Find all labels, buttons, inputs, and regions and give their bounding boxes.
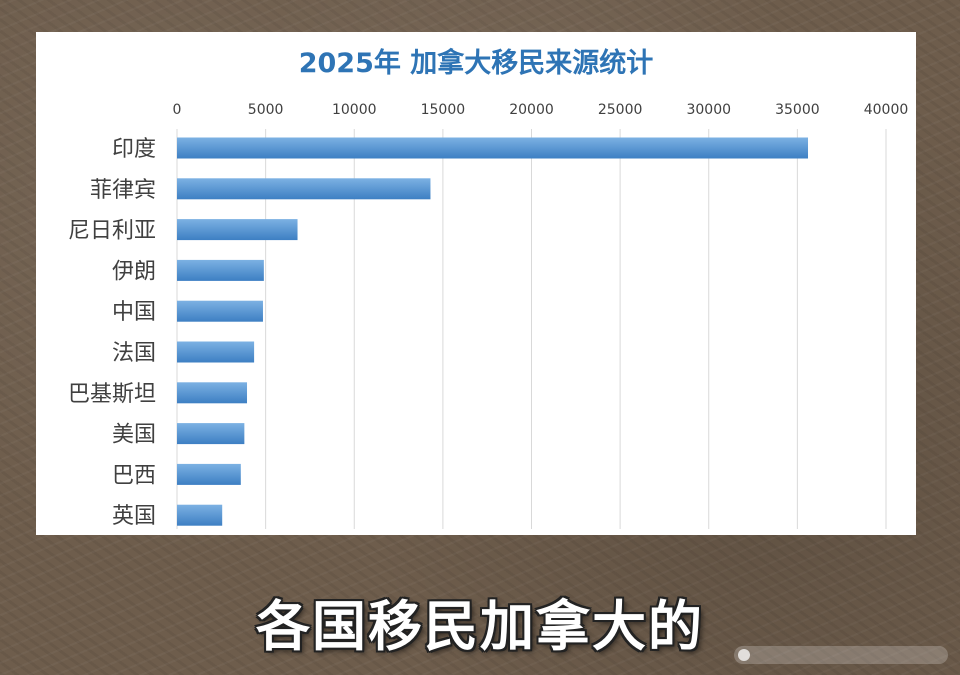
- x-tick-label: 5000: [248, 102, 284, 118]
- category-label: 中国: [112, 300, 156, 325]
- category-label: 巴基斯坦: [68, 382, 156, 407]
- bar: [177, 178, 431, 200]
- bar: [177, 382, 248, 404]
- category-label: 菲律宾: [90, 178, 156, 203]
- category-label: 巴西: [112, 463, 156, 488]
- x-tick-label: 10000: [332, 102, 377, 118]
- bar: [177, 504, 223, 526]
- x-tick-label: 0: [173, 102, 182, 118]
- category-label: 法国: [112, 341, 156, 366]
- category-label: 印度: [112, 137, 156, 162]
- bar: [177, 463, 241, 485]
- bar: [177, 423, 245, 445]
- bar: [177, 300, 263, 322]
- chart-panel: 2025年 加拿大移民来源统计 0 5000 10000 15000 20000 2500…: [36, 32, 916, 535]
- x-tick-label: 40000: [864, 102, 909, 118]
- x-tick-label: 35000: [775, 102, 820, 118]
- watermark-logo: [734, 646, 948, 664]
- bar: [177, 137, 809, 159]
- x-tick-label: 20000: [509, 102, 554, 118]
- category-label: 英国: [112, 504, 156, 529]
- bar: [177, 219, 298, 241]
- category-label: 美国: [112, 423, 156, 448]
- bars: [177, 137, 809, 526]
- chart-title: 2025年 加拿大移民来源统计: [299, 47, 654, 79]
- x-tick-label: 30000: [686, 102, 731, 118]
- x-tick-label: 25000: [598, 102, 643, 118]
- bar: [177, 341, 255, 363]
- category-label: 伊朗: [112, 259, 156, 284]
- category-label: 尼日利亚: [68, 219, 156, 244]
- video-caption: 各国移民加拿大的: [256, 595, 704, 658]
- watermark-icon: [738, 649, 750, 661]
- bar-chart: 2025年 加拿大移民来源统计 0 5000 10000 15000 20000 2500…: [68, 47, 909, 529]
- bar: [177, 259, 264, 281]
- x-tick-label: 15000: [421, 102, 466, 118]
- x-axis-tick-labels: 0 5000 10000 15000 20000 25000 30000 35000 40000: [173, 102, 909, 118]
